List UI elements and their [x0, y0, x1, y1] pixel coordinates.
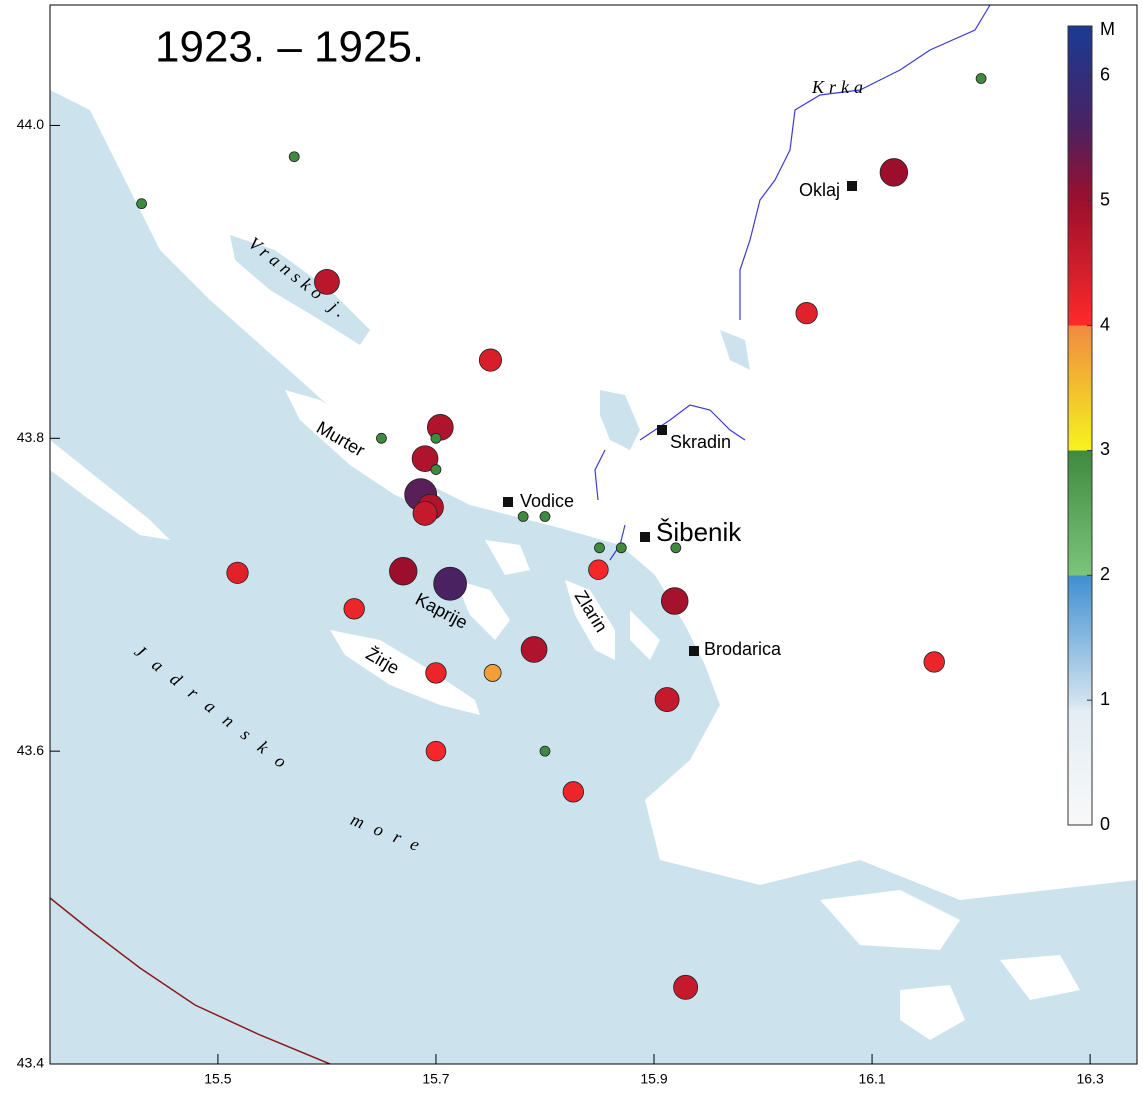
y-tick-label: 43.8	[17, 429, 44, 445]
place-marker	[640, 532, 650, 542]
x-tick-label: 16.3	[1076, 1071, 1103, 1087]
colorbar-label: M	[1100, 19, 1115, 39]
epicenter	[226, 561, 249, 584]
epicenter	[425, 662, 447, 684]
epicenter	[539, 511, 551, 522]
y-tick-label: 44.0	[17, 116, 44, 132]
epicenter	[425, 740, 447, 762]
epicenter	[594, 542, 605, 554]
colorbar-tick-label: 3	[1100, 439, 1110, 459]
place-marker	[847, 181, 857, 191]
epicenter	[483, 664, 502, 682]
epicenter	[588, 559, 609, 580]
colorbar	[1067, 25, 1093, 826]
epicenter	[314, 268, 340, 295]
place-label: Skradin	[670, 432, 731, 452]
x-tick-label: 15.7	[422, 1071, 449, 1087]
epicenter	[412, 500, 438, 526]
epicenter	[673, 974, 699, 1000]
basemap	[50, 5, 1137, 1064]
y-tick-label: 43.6	[17, 742, 44, 758]
epicenter	[389, 557, 418, 586]
epicenter	[288, 151, 300, 163]
epicenter	[136, 198, 147, 210]
epicenter	[517, 511, 529, 522]
epicenter	[975, 73, 987, 84]
colorbar-tick-label: 6	[1100, 65, 1110, 85]
x-tick-label: 15.9	[640, 1071, 667, 1087]
place-label: Brodarica	[704, 639, 782, 659]
epicenter	[654, 687, 680, 712]
x-tick-label: 15.5	[204, 1071, 231, 1087]
epicenter	[430, 432, 442, 444]
epicenter	[615, 542, 627, 554]
place-marker	[657, 425, 667, 435]
map-frame	[49, 4, 1138, 1065]
colorbar-tick-label: 2	[1100, 564, 1110, 584]
area-label: Krka	[811, 77, 868, 97]
epicenter	[795, 302, 818, 325]
epicenter	[478, 348, 503, 372]
epicenter	[539, 745, 551, 757]
colorbar-tick-label: 4	[1100, 314, 1110, 334]
epicenter	[562, 781, 585, 803]
colorbar-tick-label: 1	[1100, 689, 1110, 709]
place-marker	[503, 497, 513, 507]
epicenter	[660, 587, 689, 615]
place-label: Šibenik	[656, 517, 742, 547]
epicenter	[430, 464, 442, 475]
place-marker	[689, 646, 699, 656]
epicenter	[520, 636, 548, 663]
y-tick-label: 43.4	[17, 1055, 44, 1071]
x-tick-label: 16.1	[858, 1071, 885, 1087]
epicenter	[923, 651, 945, 673]
colorbar-tick-label: 0	[1100, 814, 1110, 834]
epicenter	[411, 445, 439, 472]
colorbar-tick-label: 5	[1100, 190, 1110, 210]
epicenter	[670, 542, 682, 554]
epicenter	[433, 566, 467, 601]
place-label: Vodice	[520, 491, 574, 511]
epicenter	[879, 158, 909, 187]
epicenter	[376, 432, 387, 444]
epicenter	[343, 598, 365, 620]
place-label: Oklaj	[799, 180, 840, 200]
map-title: 1923. – 1925.	[155, 23, 424, 72]
